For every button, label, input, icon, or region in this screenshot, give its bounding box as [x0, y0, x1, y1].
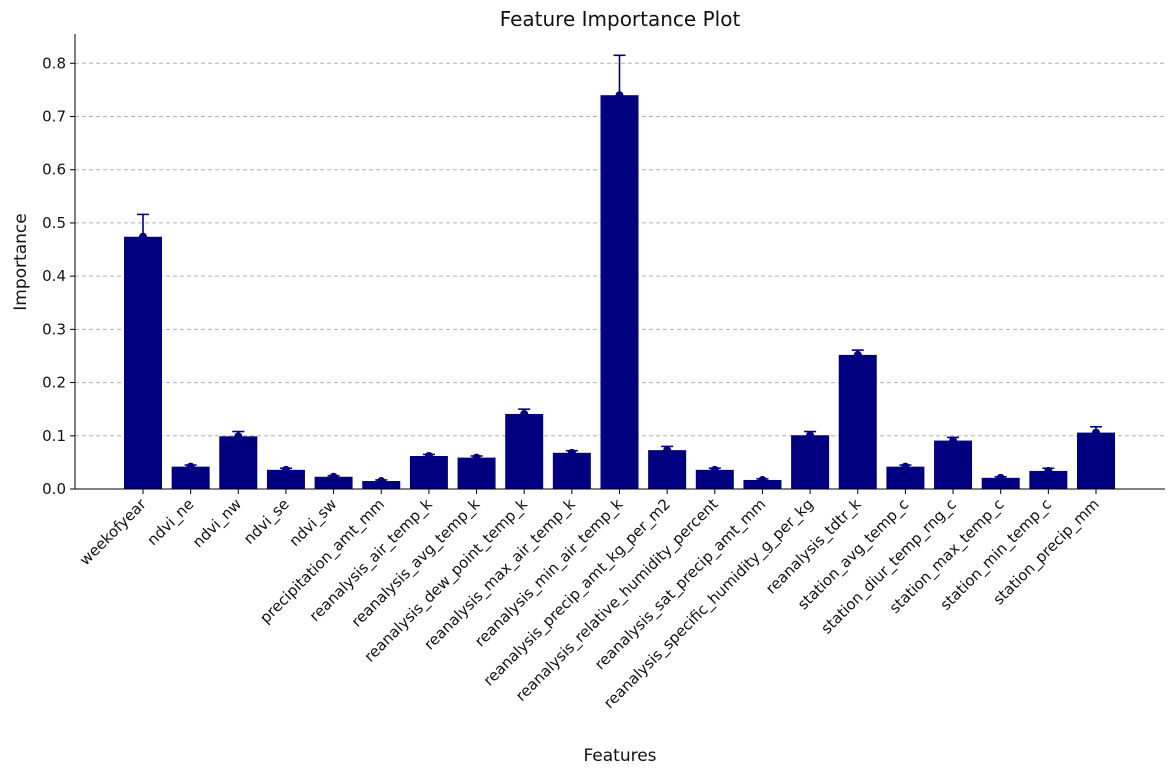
bar — [791, 435, 830, 489]
error-bar — [1090, 425, 1102, 440]
x-tick-label: weekofyear — [76, 495, 151, 570]
x-tick-label: reanalysis_sat_precip_amt_mm — [591, 495, 770, 674]
y-tick-label: 0.3 — [42, 320, 66, 338]
bar — [124, 236, 162, 489]
x-tick-label: ndvi_ne — [144, 495, 199, 550]
value-marker — [615, 91, 624, 100]
bar — [505, 413, 544, 489]
y-tick-label: 0.8 — [42, 54, 66, 72]
x-tick-label: ndvi_nw — [189, 495, 246, 552]
value-marker — [472, 453, 481, 462]
value-marker — [1044, 466, 1053, 475]
error-bar — [232, 430, 245, 442]
bar — [457, 457, 496, 489]
error-bar — [375, 477, 388, 486]
y-tick-label: 0.7 — [42, 107, 66, 125]
value-marker — [710, 465, 719, 474]
error-bar — [327, 472, 340, 481]
y-tick-label: 0.2 — [42, 374, 66, 392]
bar — [934, 440, 973, 489]
error-bar — [422, 452, 435, 461]
value-marker — [329, 472, 338, 481]
chart-title: Feature Importance Plot — [500, 7, 741, 31]
error-bar — [899, 462, 912, 471]
value-marker — [758, 475, 767, 484]
error-bar — [470, 453, 483, 462]
error-bar — [279, 465, 292, 474]
bar — [838, 354, 877, 489]
value-marker — [996, 473, 1005, 482]
bar — [171, 466, 210, 489]
y-tick-label: 0.0 — [42, 480, 66, 498]
error-bar — [756, 475, 769, 484]
bar — [266, 469, 305, 489]
y-tick-label: 0.5 — [42, 214, 66, 232]
bar — [886, 466, 925, 489]
value-marker — [1092, 428, 1100, 437]
value-marker — [949, 436, 958, 445]
error-bar — [804, 430, 817, 440]
value-marker — [663, 446, 672, 455]
error-bar — [137, 213, 149, 260]
bar — [648, 450, 687, 489]
error-bar — [851, 349, 864, 361]
value-marker — [139, 232, 147, 241]
x-axis-label: Features — [583, 746, 656, 766]
x-ticks-layer: weekofyearndvi_nendvi_nwndvi_sendvi_swpr… — [76, 489, 1104, 713]
y-ticks-layer: 0.0 0.1 0.2 0.3 0.4 0.5 0.6 0.7 0.8 — [42, 54, 75, 498]
y-tick-label: 0.1 — [42, 427, 66, 445]
y-axis-label: Importance — [11, 213, 31, 310]
error-bar — [1042, 466, 1055, 475]
value-marker — [520, 409, 529, 418]
bar — [743, 479, 782, 489]
bar — [600, 95, 639, 490]
error-bar — [613, 54, 626, 136]
error-bar — [708, 465, 721, 474]
value-marker — [424, 452, 433, 461]
error-bar — [661, 445, 674, 455]
value-marker — [901, 462, 910, 471]
y-tick-label: 0.4 — [42, 267, 66, 285]
bars-layer — [124, 95, 1115, 490]
value-marker — [186, 462, 195, 471]
error-bar — [184, 462, 197, 471]
bar — [314, 476, 353, 489]
value-marker — [234, 432, 243, 441]
value-marker — [377, 477, 386, 486]
value-marker — [281, 465, 290, 474]
x-tick-label: ndvi_se — [240, 495, 293, 548]
bar — [1029, 470, 1068, 489]
bar — [981, 477, 1020, 489]
bar — [409, 456, 448, 489]
value-marker — [567, 448, 576, 457]
bar — [552, 452, 591, 489]
bar — [695, 469, 734, 489]
value-marker — [853, 350, 862, 359]
value-marker — [806, 431, 815, 440]
y-tick-label: 0.6 — [42, 161, 66, 179]
bar — [219, 436, 258, 489]
error-bar — [994, 473, 1007, 482]
error-bars-layer — [137, 54, 1102, 486]
bar — [1077, 432, 1115, 489]
error-bar — [518, 408, 531, 420]
error-bar — [947, 436, 960, 445]
error-bar — [565, 448, 578, 457]
